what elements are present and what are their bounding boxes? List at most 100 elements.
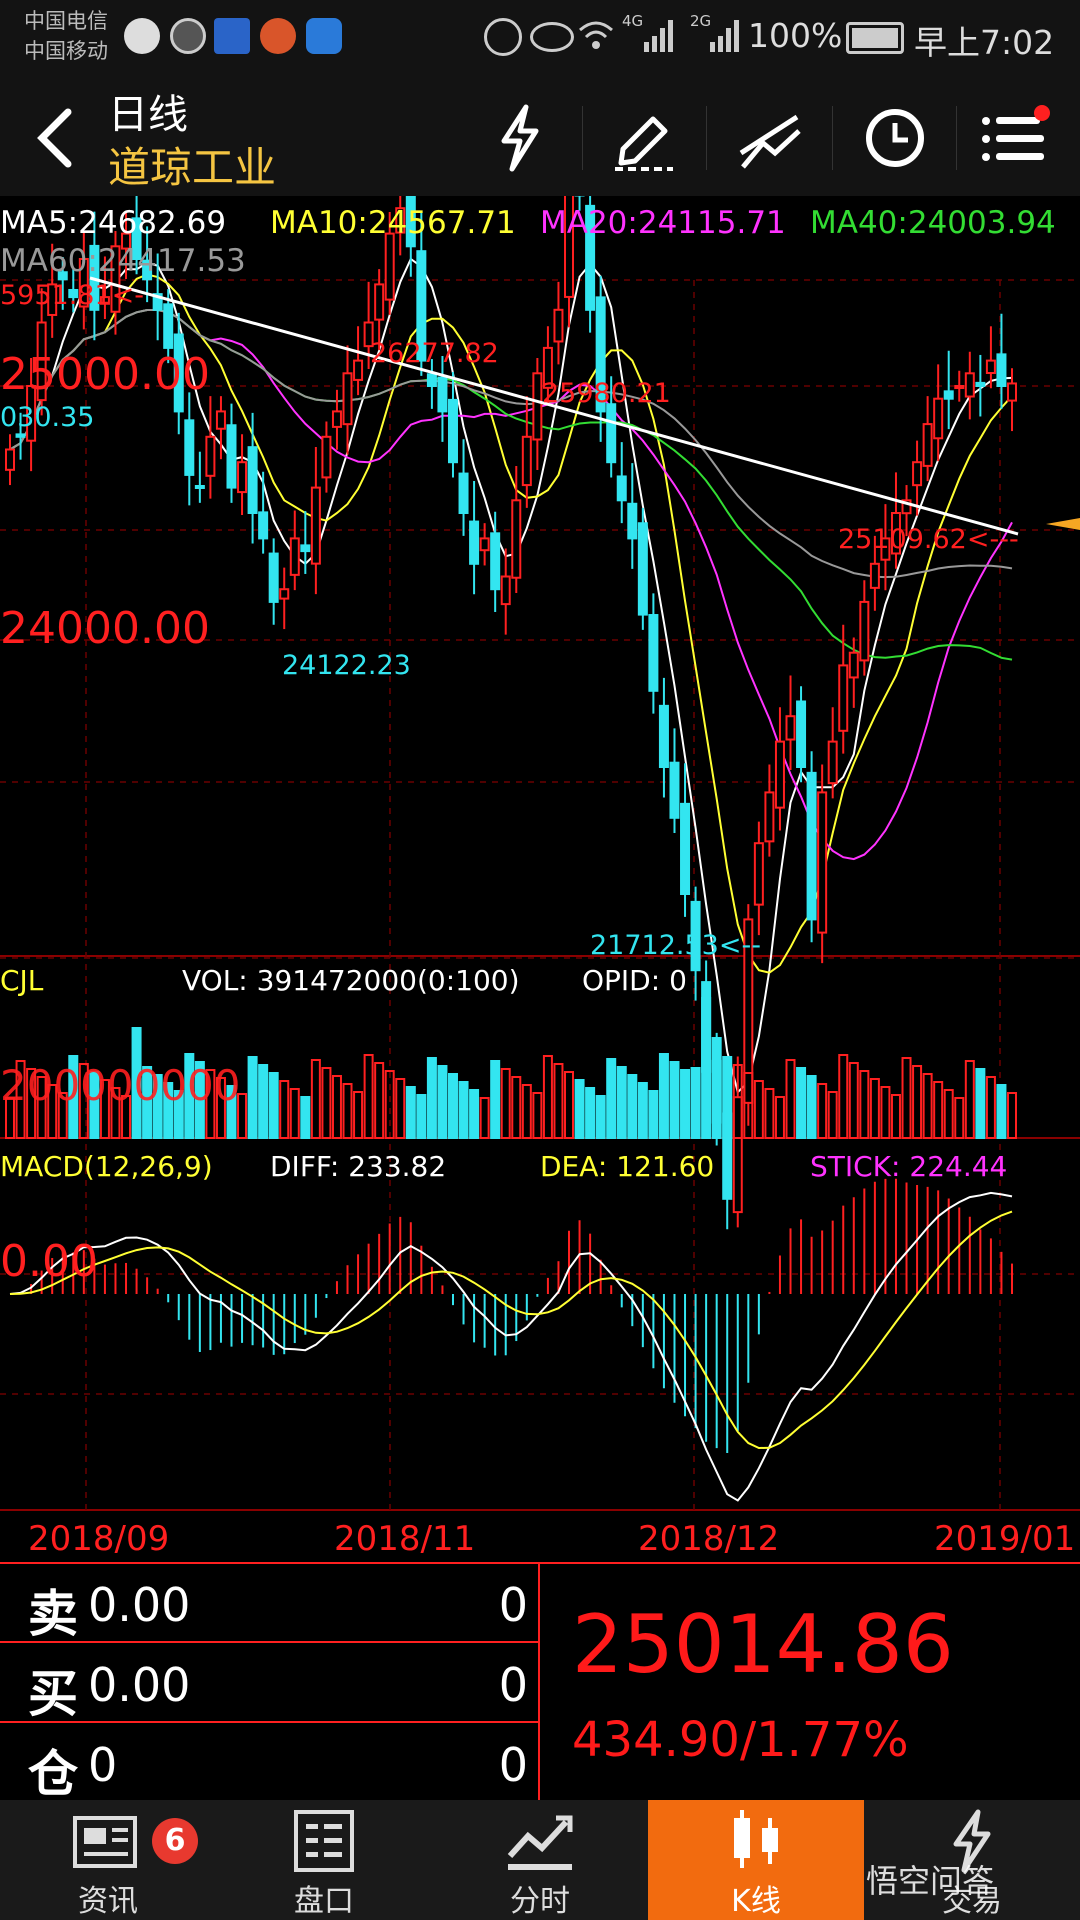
candle-body: [426, 373, 437, 388]
pencil-icon: [615, 116, 673, 171]
candle-body: [47, 283, 58, 316]
volume-bar: [701, 997, 712, 1139]
candle-body: [374, 283, 385, 321]
annotation-high-left: 5951.81<-: [0, 280, 144, 311]
indicator-button[interactable]: [730, 98, 810, 178]
nav-quote[interactable]: 盘口: [216, 1800, 432, 1920]
volume-bar: [363, 1054, 374, 1139]
candle-body: [479, 537, 490, 552]
candle-body: [437, 376, 448, 413]
clock-time: 早上7:02: [914, 23, 1055, 62]
candle-body: [690, 900, 701, 972]
candle-body: [500, 575, 511, 606]
nav-timeshare[interactable]: 分时: [432, 1800, 648, 1920]
nav-trade[interactable]: 交易: [864, 1800, 1080, 1920]
candle-body: [901, 499, 912, 515]
toolbar-divider: [832, 106, 833, 170]
position-label: 仓: [28, 1745, 78, 1803]
ma10-legend: MA10:24567.71: [270, 205, 516, 241]
lightning-button[interactable]: [480, 98, 560, 178]
network-4g: 4G: [622, 12, 644, 30]
candle-body: [817, 791, 828, 934]
annotation-peak-1: 26277.82: [370, 338, 499, 369]
volume-bar: [258, 1064, 269, 1139]
nav-kline[interactable]: K线: [648, 1800, 864, 1920]
volume-bar: [247, 1056, 258, 1139]
volume-bar: [237, 1093, 248, 1139]
candle-body: [15, 433, 26, 438]
volume-bar: [690, 1067, 701, 1139]
price-axis-top: 25000.00: [0, 349, 210, 400]
annotation-left-value: 030.35: [0, 402, 94, 433]
k-line-chart[interactable]: MA5:24682.69 MA10:24567.71 MA20:24115.71…: [0, 196, 1080, 1562]
candle-body: [869, 562, 880, 589]
volume-bar: [416, 1094, 427, 1139]
ma60-legend: MA60:24417.53: [0, 243, 246, 279]
candle-body: [669, 761, 680, 819]
drawn-trendline: [89, 276, 1019, 536]
ma10-line: [9, 273, 1013, 974]
candle-body: [247, 446, 258, 515]
candle-body: [5, 448, 15, 471]
position-row[interactable]: 仓 0 0: [0, 1722, 538, 1803]
volume-bar: [964, 1060, 975, 1139]
macd-axis-zero: 0.00: [0, 1236, 98, 1287]
volume-bar: [384, 1070, 395, 1139]
date-label: 2019/01: [934, 1519, 1075, 1559]
volume-bar: [469, 1089, 480, 1139]
volume-bar: [817, 1083, 828, 1139]
toolbar-divider: [956, 106, 957, 170]
sell-row[interactable]: 卖 0.00 0: [0, 1562, 538, 1643]
nav-news[interactable]: 6 资讯: [0, 1800, 216, 1920]
ma60-line: [9, 309, 1013, 579]
nav-timeshare-label: 分时: [510, 1884, 570, 1919]
candle-body: [78, 258, 89, 308]
candle-body: [616, 475, 627, 502]
status-bar: 中国电信 中国移动 4G 2G 100% 早上7:02: [0, 0, 1080, 76]
annotation-current: 25109.62<---: [838, 524, 1019, 555]
candle-body: [859, 600, 870, 662]
volume-bar: [194, 1061, 205, 1139]
candle-body: [258, 511, 269, 540]
volume-bar: [564, 1071, 575, 1139]
draw-button[interactable]: [604, 98, 684, 178]
volume-bar: [806, 1075, 817, 1139]
candle-body: [785, 715, 796, 741]
divider: [0, 1721, 538, 1723]
period-label[interactable]: 日线: [108, 92, 188, 138]
candle-body: [553, 308, 564, 343]
volume-bar: [774, 1096, 785, 1139]
volume-bar: [827, 1091, 838, 1139]
history-button[interactable]: [855, 98, 935, 178]
network-2g: 2G: [690, 12, 712, 30]
candle-body: [194, 485, 205, 490]
buy-row[interactable]: 买 0.00 0: [0, 1642, 538, 1723]
candle-body: [732, 1096, 743, 1214]
candle-body: [848, 651, 859, 679]
watermark: 悟空问答: [866, 1862, 995, 1900]
ma5-legend: MA5:24682.69: [0, 205, 226, 241]
volume-bar: [121, 1095, 132, 1139]
volume-bar: [5, 1097, 15, 1139]
volume-bar: [511, 1076, 522, 1139]
volume-bar: [184, 1053, 195, 1139]
date-label: 2018/09: [28, 1519, 169, 1559]
candle-body: [796, 700, 807, 769]
carrier-1: 中国电信: [24, 9, 108, 33]
macd-dea: DEA: 121.60: [540, 1150, 714, 1183]
volume-bar: [173, 1090, 184, 1139]
candlestick-series: [5, 196, 1017, 1230]
volume-bar: [142, 1066, 153, 1139]
eye-icon: [530, 22, 574, 52]
menu-button[interactable]: [978, 98, 1058, 178]
nav-kline-label: K线: [731, 1884, 781, 1919]
candle-body: [827, 740, 838, 785]
macd-dea-line: [9, 1210, 1013, 1450]
volume-bar: [869, 1078, 880, 1139]
alarm-clock-icon: [484, 18, 522, 56]
lightning-icon: [953, 1809, 991, 1873]
volume-bar: [764, 1088, 775, 1139]
buy-qty: 0: [498, 1658, 528, 1712]
back-button[interactable]: [24, 98, 84, 178]
divider: [0, 1641, 538, 1643]
